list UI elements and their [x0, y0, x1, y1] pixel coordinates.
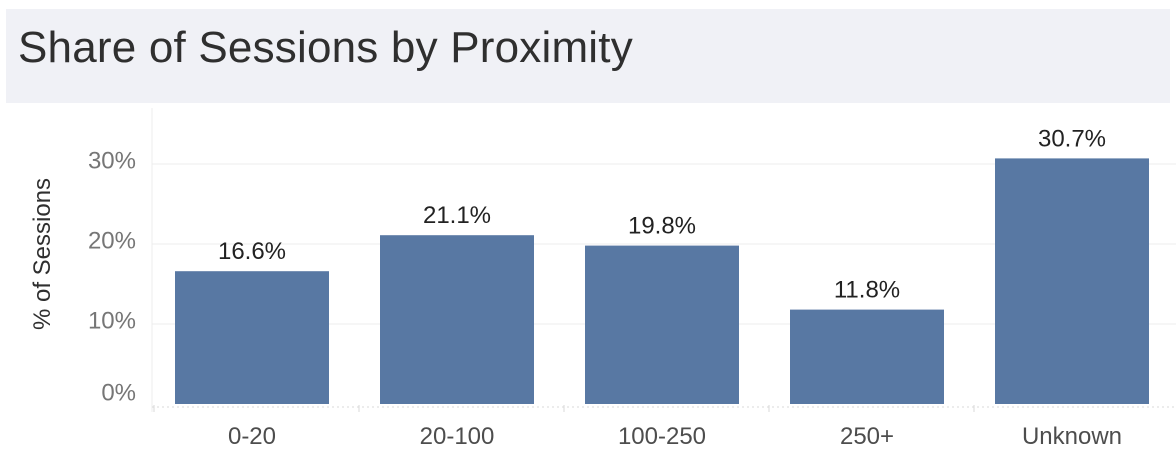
- title-bar: Share of Sessions by Proximity: [6, 9, 1170, 103]
- data-label: 21.1%: [423, 202, 491, 229]
- bar: [175, 271, 329, 404]
- y-tick-label: 0%: [101, 379, 136, 406]
- bar: [380, 235, 534, 404]
- y-tick-label: 30%: [88, 147, 136, 174]
- x-tick-label: 100-250: [618, 423, 706, 450]
- x-tick-label: Unknown: [1022, 423, 1122, 450]
- y-axis-label: % of Sessions: [29, 178, 56, 330]
- x-tick-label: 20-100: [420, 423, 495, 450]
- bars: [175, 158, 1149, 404]
- x-tick-label: 0-20: [228, 423, 276, 450]
- data-label: 19.8%: [628, 213, 696, 240]
- data-label: 16.6%: [218, 238, 286, 265]
- data-label: 30.7%: [1038, 125, 1106, 152]
- bar: [585, 245, 739, 404]
- axes: 0% 10% 20% 30% 0-20 20-100 100-250 250+ Unknown: [88, 108, 1176, 450]
- chart-title: Share of Sessions by Proximity: [18, 23, 633, 72]
- bar: [790, 309, 944, 404]
- x-tick-label: 250+: [840, 423, 894, 450]
- y-tick-label: 20%: [88, 227, 136, 254]
- bar: [995, 158, 1149, 404]
- data-labels: 16.6% 21.1% 19.8% 11.8% 30.7%: [218, 125, 1106, 303]
- y-tick-label: 10%: [88, 307, 136, 334]
- data-label: 11.8%: [834, 277, 900, 304]
